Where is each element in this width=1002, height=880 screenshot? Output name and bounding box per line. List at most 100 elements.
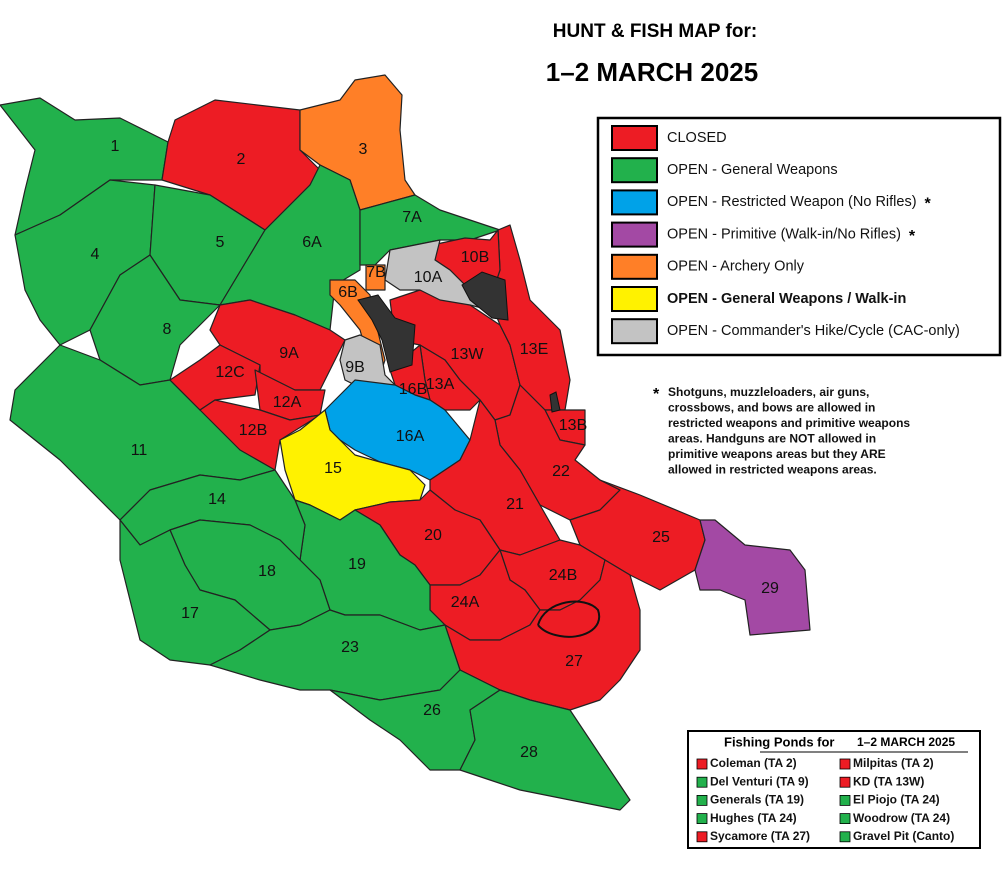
area-label: 23 [341,639,359,656]
area [0,97,169,236]
pond-name: Del Venturi (TA 9) [710,774,809,788]
area-label: 9A [279,345,299,362]
pond-swatch [839,813,851,824]
area-label: 27 [565,653,583,670]
area-label: 12A [273,394,302,411]
legend-marker: * [925,196,932,213]
dark-zone [461,271,509,321]
legend-label: OPEN - Restricted Weapon (No Rifles) [667,194,917,210]
pond-name: El Piojo (TA 24) [853,793,940,807]
area-label: 14 [208,491,226,508]
note-line: restricted weapons and primitive weapons [668,416,910,430]
area-label: 8 [163,321,172,338]
pond-swatch [839,795,851,806]
area-label: 24A [451,594,480,611]
pond-swatch [839,758,851,770]
area-label: 26 [423,702,441,719]
note-line: primitive weapons areas but they ARE [668,447,886,461]
area-label: 19 [348,556,366,573]
area-label: 6A [302,234,322,251]
legend-marker: * [909,228,916,245]
area-label: 13B [559,417,587,434]
map-date: 1–2 MARCH 2025 [546,57,758,87]
legend-label: OPEN - General Weapons [667,162,838,178]
legend-swatch [611,318,658,345]
pond-name: Generals (TA 19) [710,793,804,807]
area-label: 12B [239,422,267,439]
area-label: 10A [414,269,443,286]
pond-swatch [696,831,708,843]
area-label: 21 [506,496,524,513]
dark-zone [357,294,416,373]
pond-name: Woodrow (TA 24) [853,811,950,825]
area-label: 22 [552,463,570,480]
legend-swatch [611,286,658,312]
pond-name: Sycamore (TA 27) [710,829,810,843]
area-label: 13W [451,346,485,363]
legend-label: OPEN - Commander's Hike/Cycle (CAC-only) [667,323,960,339]
area-label: 24B [549,567,577,584]
pond-swatch [839,776,851,788]
area-label: 16B [399,381,427,398]
pond-name: Coleman (TA 2) [710,756,797,770]
legend-swatch [611,221,658,248]
pond-swatch [696,758,708,770]
legend-swatch [611,157,658,184]
note-line: crossbows, and bows are allowed in [668,401,875,415]
pond-swatch [696,795,708,806]
area-label: 29 [761,580,779,597]
legend-label: OPEN - Primitive (Walk-in/No Rifles) [667,226,901,242]
area-label: 1 [111,138,120,155]
map-title: HUNT & FISH MAP for: [553,21,757,42]
note-line: areas. Handguns are NOT allowed in [668,432,876,446]
area-label: 9B [345,359,365,376]
note-line: allowed in restricted weapons areas. [668,463,877,477]
area-label: 18 [258,563,276,580]
area-label: 7A [402,209,422,226]
area-label: 6B [338,284,358,301]
restricted-spots [357,271,601,638]
boundary-loop [537,600,601,638]
note-marker: * [653,386,660,403]
area-label: 17 [181,605,199,622]
area-label: 7B [366,264,386,281]
note-line: Shotguns, muzzleloaders, air guns, [668,385,869,399]
area-label: 20 [424,527,442,544]
area-label: 15 [324,460,342,477]
area-label: 2 [237,151,246,168]
area-label: 5 [216,234,225,251]
area-label: 11 [131,442,148,459]
ponds-title: Fishing Ponds for [724,734,835,749]
pond-swatch [696,776,708,788]
area [365,264,386,291]
area-label: 4 [91,246,100,263]
legend: CLOSED OPEN - General Weapons OPEN - Restr… [611,125,960,345]
pond-swatch [696,813,708,824]
weapons-note: * Shotguns, muzzleloaders, air guns, cross… [653,385,910,477]
area-label: 28 [520,744,538,761]
area-label: 13A [426,376,455,393]
legend-label: OPEN - Archery Only [667,259,805,275]
area-label: 16A [396,428,425,445]
area-label: 3 [359,141,368,158]
area-label: 10B [461,249,489,266]
pond-swatch [839,831,851,843]
legend-label: CLOSED [667,130,727,146]
legend-swatch [611,125,658,151]
area-label: 13E [520,341,548,358]
pond-name: KD (TA 13W) [853,774,924,788]
legend-box [596,116,1002,357]
area-label: 12C [215,364,244,381]
area [199,399,321,471]
dark-zone [549,391,561,413]
area [209,609,461,701]
ponds-list: Coleman (TA 2) Milpitas (TA 2) Del Venturi… [696,756,954,843]
pond-name: Milpitas (TA 2) [853,756,934,770]
ponds-date: 1–2 MARCH 2025 [857,735,955,749]
area [459,689,631,811]
area-label: 25 [652,529,670,546]
legend-swatch [611,253,658,280]
